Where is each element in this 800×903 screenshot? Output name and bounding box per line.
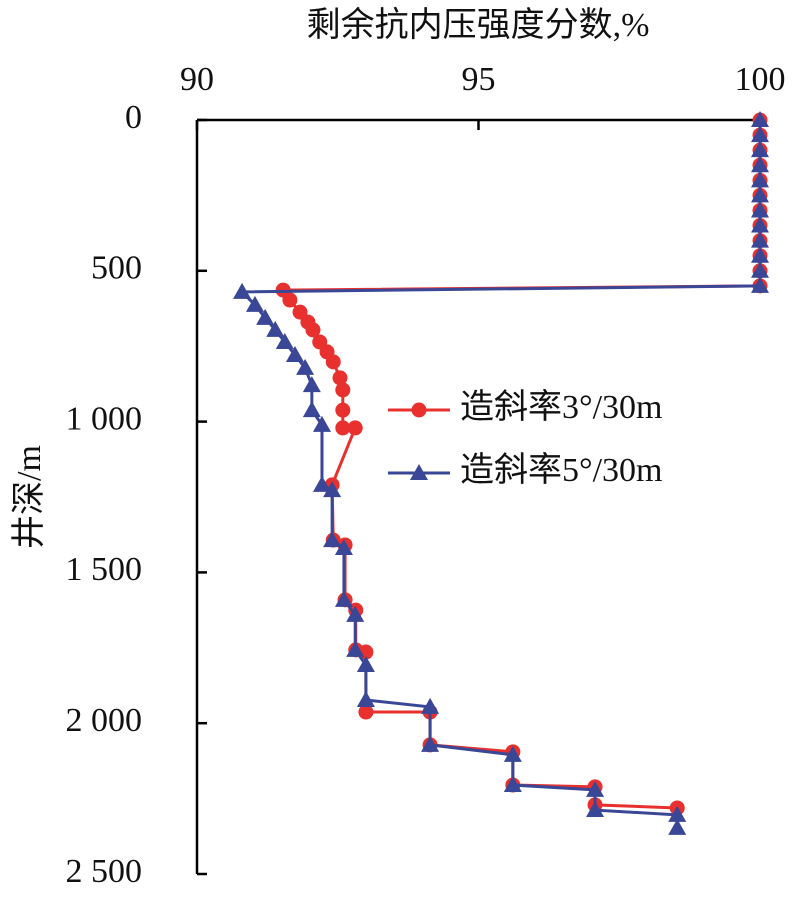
x-tick-label: 100 — [735, 61, 786, 98]
data-point — [503, 776, 522, 793]
data-point — [312, 415, 331, 432]
legend-marker — [410, 464, 428, 480]
data-point — [503, 745, 522, 762]
data-point — [233, 282, 252, 299]
data-point — [421, 735, 440, 752]
data-point — [305, 322, 321, 338]
data-point — [334, 538, 353, 555]
data-point — [335, 402, 351, 418]
data-point — [586, 780, 605, 797]
data-point — [751, 261, 769, 278]
data-point — [282, 292, 298, 308]
data-point — [586, 801, 605, 818]
y-axis-label: 井深/m — [10, 445, 48, 549]
data-point — [751, 186, 769, 203]
data-point — [335, 420, 351, 436]
legend-label: 造斜率5°/30m — [460, 451, 663, 489]
data-point — [751, 171, 769, 188]
data-point — [346, 605, 365, 622]
data-point — [751, 141, 769, 158]
y-tick-label: 500 — [91, 250, 142, 287]
y-tick-label: 2 000 — [66, 702, 143, 739]
data-point — [751, 216, 769, 233]
data-point — [668, 818, 687, 835]
data-point — [751, 201, 769, 218]
data-point — [266, 320, 285, 337]
data-point — [245, 295, 264, 312]
legend-label: 造斜率3°/30m — [460, 388, 663, 426]
data-point — [275, 332, 294, 349]
data-point — [356, 690, 375, 707]
x-tick-label: 95 — [462, 61, 496, 98]
chart-title: 剩余抗内压强度分数,% — [307, 6, 650, 44]
y-tick-label: 1 500 — [66, 551, 143, 588]
legend-marker — [411, 402, 427, 418]
data-point — [285, 345, 304, 362]
data-point — [751, 246, 769, 263]
data-point — [751, 156, 769, 173]
data-point — [302, 376, 321, 393]
x-tick-label: 90 — [180, 61, 214, 98]
data-point — [668, 805, 687, 822]
data-point — [751, 231, 769, 248]
data-point — [332, 370, 348, 386]
data-point — [296, 358, 315, 375]
data-point — [358, 704, 374, 720]
y-tick-label: 0 — [125, 99, 142, 136]
y-tick-label: 1 000 — [66, 400, 143, 437]
data-point — [751, 126, 769, 143]
data-point — [256, 308, 275, 325]
data-point — [347, 420, 363, 436]
y-tick-label: 2 500 — [66, 853, 143, 890]
data-point — [302, 401, 321, 418]
data-point — [334, 590, 353, 607]
data-point — [325, 354, 341, 370]
data-point — [323, 481, 342, 498]
data-point — [751, 111, 769, 127]
data-point — [346, 640, 365, 657]
data-point — [356, 655, 375, 672]
data-point — [421, 697, 440, 714]
data-point — [335, 382, 351, 398]
data-point — [312, 475, 331, 492]
data-point — [323, 531, 342, 548]
data-point — [751, 276, 769, 293]
